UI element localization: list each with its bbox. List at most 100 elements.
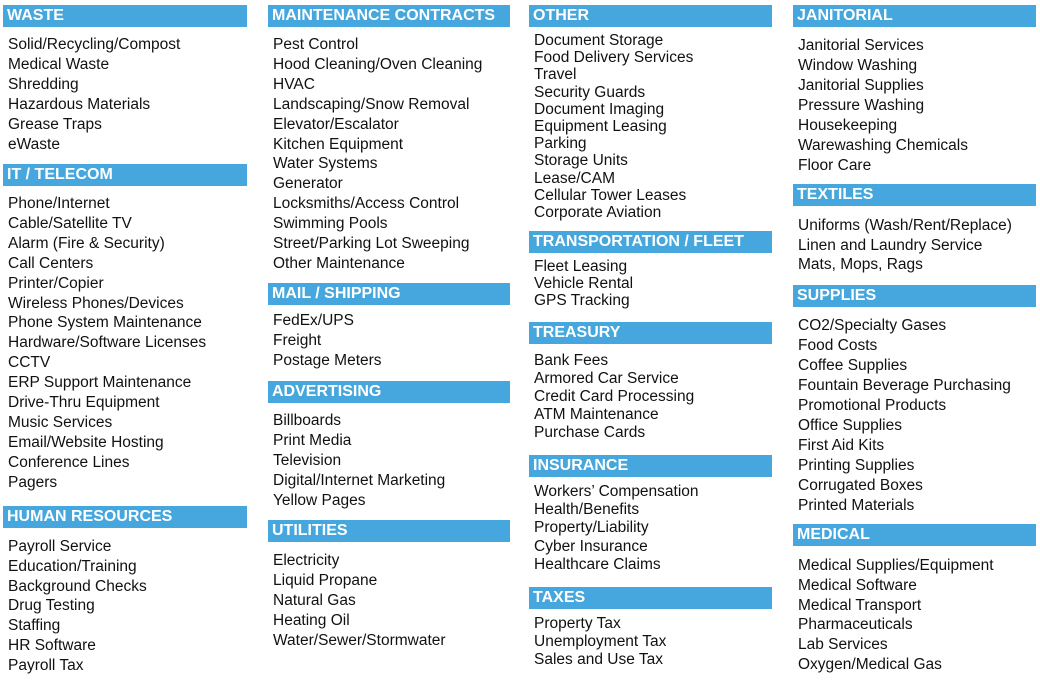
section-header: MAIL / SHIPPING [268, 283, 510, 305]
section-header: SUPPLIES [793, 285, 1036, 307]
list-item: Shredding [8, 76, 79, 93]
list-item: ATM Maintenance [534, 406, 659, 423]
list-item: Payroll Service [8, 538, 112, 555]
list-item: Workers’ Compensation [534, 483, 699, 500]
list-item: Kitchen Equipment [273, 135, 404, 153]
list-item: Drive-Thru Equipment [8, 394, 160, 411]
list-item: Floor Care [798, 157, 872, 174]
list-item: Hood Cleaning/Oven Cleaning [273, 55, 483, 73]
section-header: INSURANCE [529, 455, 772, 477]
list-item: Health/Benefits [534, 501, 640, 519]
list-item: Credit Card Processing [534, 388, 695, 405]
list-item: Lab Services [798, 636, 888, 654]
section-header: TAXES [529, 587, 772, 609]
list-item: Window Washing [798, 57, 918, 74]
list-item: Corporate Aviation [534, 204, 662, 221]
list-item: Email/Website Hosting [8, 433, 164, 451]
list-item: Office Supplies [798, 417, 902, 434]
list-item: Janitorial Supplies [798, 77, 924, 94]
list-item: CCTV [8, 354, 51, 372]
list-item: Parking [534, 135, 587, 153]
list-item: Fountain Beverage Purchasing [798, 377, 1011, 394]
list-item: Storage Units [534, 152, 628, 170]
list-item: Printing Supplies [798, 457, 915, 474]
list-item: ERP Support Maintenance [8, 374, 192, 392]
list-item: Printer/Copier [8, 274, 104, 292]
list-item: Billboards [273, 412, 342, 429]
list-item: Water/Sewer/Stormwater [273, 632, 446, 649]
list-item: Yellow Pages [273, 492, 366, 509]
list-item: Digital/Internet Marketing [273, 472, 446, 489]
list-item: Liquid Propane [273, 572, 378, 589]
section-header: TEXTILES [793, 184, 1036, 206]
list-item: Payroll Tax [8, 656, 84, 674]
list-item: Other Maintenance [273, 254, 405, 272]
list-item: Medical Supplies/Equipment [798, 557, 994, 574]
section-header: MAINTENANCE CONTRACTS [268, 5, 510, 27]
list-item: Security Guards [534, 83, 646, 101]
list-item: Grease Traps [8, 116, 102, 133]
list-item: Unemployment Tax [534, 633, 667, 650]
list-item: Conference Lines [8, 453, 130, 471]
section-header: UTILITIES [268, 520, 510, 542]
section-header: WASTE [3, 5, 247, 27]
list-item: Pressure Washing [798, 97, 925, 114]
section-header: JANITORIAL [793, 5, 1036, 27]
list-item: Pharmaceuticals [798, 616, 913, 634]
list-item: Armored Car Service [534, 370, 679, 387]
list-item: Landscaping/Snow Removal [273, 95, 470, 113]
list-item: Phone/Internet [8, 195, 110, 212]
list-item: CO2/Specialty Gases [798, 317, 947, 334]
list-item: Mats, Mops, Rags [798, 256, 923, 274]
list-item: HR Software [8, 637, 96, 654]
list-item: Medical Software [798, 576, 917, 594]
list-item: Promotional Products [798, 397, 947, 414]
list-item: Housekeeping [798, 117, 898, 134]
section-header: OTHER [529, 5, 772, 27]
list-item: Electricity [273, 552, 340, 569]
list-item: FedEx/UPS [273, 312, 354, 329]
list-item: Property/Liability [534, 519, 649, 537]
list-item: Oxygen/Medical Gas [798, 656, 942, 673]
list-item: Background Checks [8, 577, 147, 595]
section-header: ADVERTISING [268, 381, 510, 403]
list-item: Natural Gas [273, 592, 356, 609]
list-item: GPS Tracking [534, 292, 630, 309]
section-header: HUMAN RESOURCES [3, 506, 247, 528]
list-item: Medical Waste [8, 56, 110, 73]
list-item: Cyber Insurance [534, 537, 648, 555]
list-item: Music Services [8, 413, 113, 431]
list-item: Travel [534, 66, 577, 84]
list-item: Alarm (Fire & Security) [8, 234, 165, 252]
list-item: HVAC [273, 75, 315, 93]
list-item: Locksmiths/Access Control [273, 195, 460, 213]
list-item: Document Imaging [534, 100, 665, 118]
list-item: Hazardous Materials [8, 96, 151, 113]
list-item: Call Centers [8, 254, 94, 272]
list-item: Cable/Satellite TV [8, 214, 132, 232]
list-item: Education/Training [8, 557, 137, 575]
list-item: Equipment Leasing [534, 118, 667, 135]
list-item: Printed Materials [798, 497, 915, 514]
list-item: Phone System Maintenance [8, 314, 202, 332]
list-item: Heating Oil [273, 612, 350, 629]
list-item: Purchase Cards [534, 424, 646, 441]
list-item: Wireless Phones/Devices [8, 294, 184, 312]
list-item: Vehicle Rental [534, 275, 634, 292]
list-item: Solid/Recycling/Compost [8, 36, 181, 53]
list-item: Warewashing Chemicals [798, 137, 968, 154]
list-item: Healthcare Claims [534, 555, 661, 573]
list-item: Postage Meters [273, 352, 382, 369]
list-item: Fleet Leasing [534, 258, 628, 275]
list-item: Cellular Tower Leases [534, 186, 687, 204]
list-item: Water Systems [273, 155, 378, 173]
list-item: Freight [273, 332, 322, 349]
list-item: Bank Fees [534, 352, 609, 369]
list-item: Property Tax [534, 615, 621, 632]
list-item: Elevator/Escalator [273, 115, 399, 133]
list-item: Street/Parking Lot Sweeping [273, 235, 470, 252]
list-item: Food Delivery Services [534, 49, 694, 67]
list-item: Document Storage [534, 32, 664, 49]
list-item: Television [273, 452, 342, 469]
